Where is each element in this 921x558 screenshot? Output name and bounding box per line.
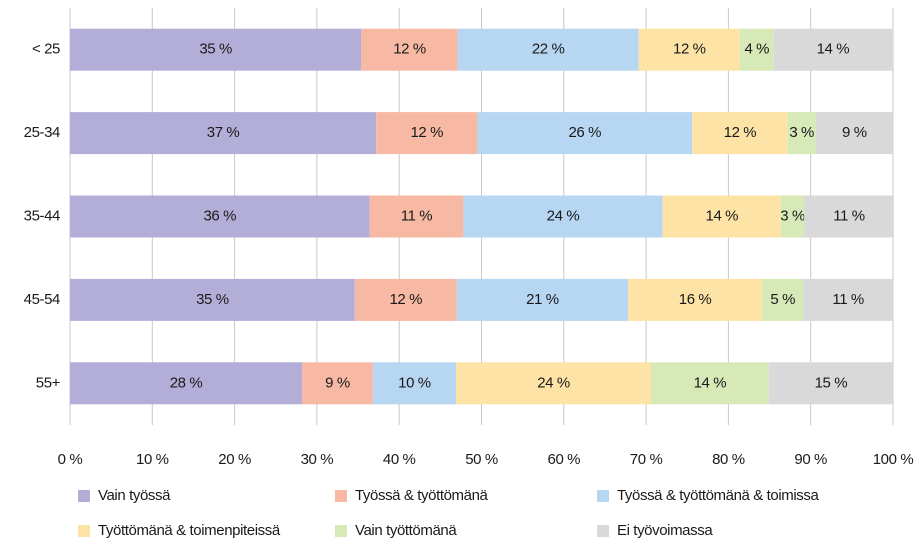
data-label: 37 %	[207, 124, 240, 141]
bar-segment	[354, 278, 457, 321]
bar-segment	[70, 195, 370, 238]
x-tick-label: 80 %	[712, 451, 745, 468]
legend-label: Työssä & työttömänä	[355, 487, 489, 504]
bar-segment	[781, 195, 805, 238]
bar-segment	[477, 112, 693, 155]
bar-segment	[804, 195, 894, 238]
data-label: 4 %	[744, 41, 769, 58]
bar-segment	[70, 28, 362, 71]
data-label: 11 %	[833, 207, 865, 224]
data-label: 12 %	[410, 124, 443, 141]
legend-swatch	[597, 490, 609, 502]
data-label: 3 %	[789, 124, 814, 141]
data-label: 14 %	[706, 207, 739, 224]
legend-label: Työssä & työttömänä & toimissa	[617, 487, 819, 504]
legend-swatch	[78, 525, 90, 537]
data-label: 16 %	[679, 291, 712, 308]
data-label: 12 %	[393, 41, 426, 58]
bar-segment	[692, 112, 788, 155]
data-label: 12 %	[389, 291, 422, 308]
bar-segment	[369, 195, 464, 238]
bar-segment	[739, 28, 774, 71]
bar-segment	[455, 362, 652, 405]
bar-segment	[463, 195, 663, 238]
legend-swatch	[78, 490, 90, 502]
x-tick-label: 20 %	[218, 451, 251, 468]
x-tick-label: 10 %	[136, 451, 169, 468]
y-tick-label: 45-54	[24, 291, 60, 308]
x-tick-label: 60 %	[548, 451, 581, 468]
data-label: 35 %	[196, 291, 229, 308]
x-tick-label: 70 %	[630, 451, 663, 468]
bar-segment	[302, 362, 373, 405]
y-tick-label: 35-44	[24, 207, 60, 224]
y-tick-label: < 25	[32, 41, 60, 58]
bar-segment	[70, 278, 355, 321]
bar-segment	[803, 278, 893, 321]
x-tick-label: 30 %	[301, 451, 334, 468]
bar-segment	[361, 28, 458, 71]
data-label: 22 %	[532, 41, 565, 58]
data-label: 9 %	[325, 374, 350, 391]
data-label: 11 %	[832, 291, 864, 308]
bar-segment	[768, 362, 893, 405]
x-tick-label: 40 %	[383, 451, 416, 468]
bar-segment	[762, 278, 804, 321]
data-label: 24 %	[537, 374, 570, 391]
data-label: 14 %	[694, 374, 727, 391]
data-label: 5 %	[770, 291, 795, 308]
data-label: 26 %	[568, 124, 601, 141]
legend-label: Vain työssä	[98, 487, 171, 504]
legend-label: Vain työttömänä	[355, 522, 457, 539]
bar-segment	[70, 362, 303, 405]
data-label: 35 %	[199, 41, 232, 58]
bar-segment	[662, 195, 782, 238]
legend-label: Työttömänä & toimenpiteissä	[98, 522, 281, 539]
legend-label: Ei työvoimassa	[617, 522, 713, 539]
legend-swatch	[335, 490, 347, 502]
data-label: 11 %	[401, 207, 433, 224]
x-tick-label: 50 %	[465, 451, 498, 468]
y-tick-label: 55+	[36, 374, 61, 391]
data-label: 28 %	[170, 374, 203, 391]
bar-segment	[815, 112, 893, 155]
x-tick-label: 100 %	[873, 451, 914, 468]
data-label: 36 %	[203, 207, 236, 224]
data-label: 21 %	[526, 291, 559, 308]
bar-segment	[787, 112, 816, 155]
data-label: 12 %	[724, 124, 757, 141]
bar-segment	[372, 362, 456, 405]
x-tick-label: 90 %	[794, 451, 827, 468]
bar-segment	[773, 28, 893, 71]
bar-segment	[651, 362, 769, 405]
data-label: 3 %	[780, 207, 805, 224]
bar-segment	[70, 112, 377, 155]
data-label: 24 %	[547, 207, 580, 224]
legend-swatch	[335, 525, 347, 537]
bar-segment	[638, 28, 740, 71]
x-tick-label: 0 %	[58, 451, 83, 468]
data-label: 14 %	[817, 41, 850, 58]
data-label: 10 %	[398, 374, 431, 391]
bar-segment	[456, 278, 628, 321]
data-label: 9 %	[842, 124, 867, 141]
bar-segment	[376, 112, 478, 155]
bar-segment	[627, 278, 763, 321]
y-tick-label: 25-34	[24, 124, 60, 141]
bar-segment	[457, 28, 639, 71]
data-label: 12 %	[673, 41, 706, 58]
legend-swatch	[597, 525, 609, 537]
data-label: 15 %	[815, 374, 848, 391]
